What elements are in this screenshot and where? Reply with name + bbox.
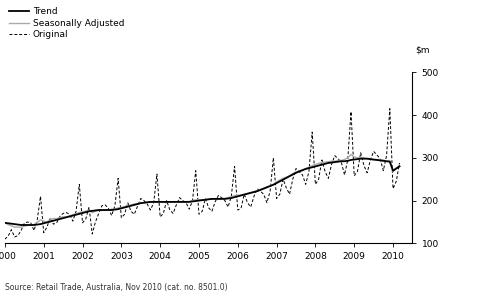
Text: Source: Retail Trade, Australia, Nov 2010 (cat. no. 8501.0): Source: Retail Trade, Australia, Nov 201… — [5, 283, 227, 292]
Legend: Trend, Seasonally Adjusted, Original: Trend, Seasonally Adjusted, Original — [9, 7, 124, 39]
Text: $m: $m — [415, 45, 430, 55]
